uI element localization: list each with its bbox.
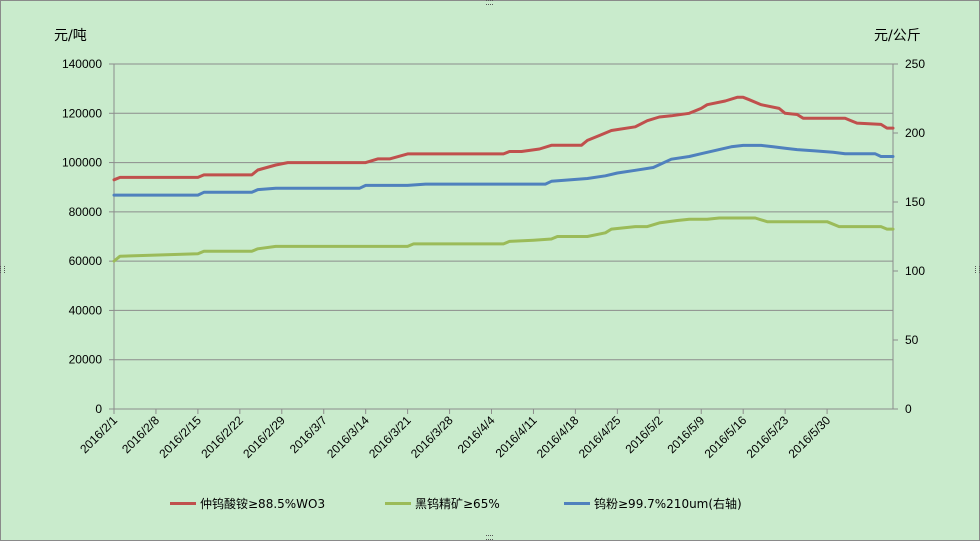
- legend-label-tungsten-powder: 钨粉≥99.7%210um(右轴): [594, 497, 742, 511]
- x-tick-label: 2016/3/14: [324, 413, 372, 461]
- resize-handle-right[interactable]: [975, 266, 980, 273]
- legend-swatch-tungsten-powder: [564, 502, 590, 505]
- legend-swatch-wolframite: [385, 502, 411, 505]
- x-tick-label: 2016/2/29: [240, 413, 288, 461]
- legend-item-apt: 仲钨酸铵≥88.5%WO3: [170, 495, 325, 512]
- legend-item-tungsten-powder: 钨粉≥99.7%210um(右轴): [564, 495, 742, 512]
- y-right-tick-label: 200: [905, 126, 925, 140]
- series-line-2: [112, 143, 895, 197]
- tick-labels: 0 20000 40000 60000 80000 100000 120000 140000 0…: [62, 57, 925, 461]
- axes: [109, 63, 898, 414]
- x-tick-label: 2016/2/15: [156, 413, 204, 461]
- resize-handle-left[interactable]: [0, 266, 5, 273]
- y-right-unit-label: 元/公斤: [874, 28, 921, 44]
- legend-item-wolframite: 黑钨精矿≥65%: [385, 495, 500, 512]
- legend-label-wolframite: 黑钨精矿≥65%: [415, 497, 500, 511]
- y-left-tick-label: 60000: [69, 254, 103, 268]
- y-left-tick-label: 0: [95, 402, 102, 416]
- y-left-tick-label: 20000: [69, 353, 103, 367]
- legend-label-apt: 仲钨酸铵≥88.5%WO3: [200, 497, 326, 511]
- legend-swatch-apt: [170, 502, 196, 505]
- y-left-tick-label: 100000: [62, 156, 102, 170]
- series-line-0: [112, 95, 895, 182]
- x-tick-label: 2016/5/30: [786, 413, 834, 461]
- x-tick-label: 2016/3/28: [408, 413, 456, 461]
- y-right-tick-label: 50: [905, 333, 919, 347]
- y-left-tick-label: 80000: [69, 205, 103, 219]
- y-left-tick-label: 140000: [62, 57, 102, 71]
- x-tick-label: 2016/3/7: [287, 413, 330, 456]
- x-tick-label: 2016/2/8: [119, 413, 162, 456]
- chart-legend: 仲钨酸铵≥88.5%WO3 黑钨精矿≥65% 钨粉≥99.7%210um(右轴): [170, 495, 890, 519]
- x-tick-label: 2016/5/16: [702, 413, 750, 461]
- x-tick-label: 2016/4/11: [493, 413, 540, 460]
- x-tick-label: 2016/4/25: [576, 413, 624, 461]
- x-tick-label: 2016/5/2: [622, 413, 665, 456]
- y-right-tick-label: 100: [905, 264, 925, 278]
- x-tick-label: 2016/4/4: [455, 413, 498, 456]
- y-right-tick-label: 0: [905, 402, 912, 416]
- x-tick-label: 2016/3/21: [366, 413, 414, 461]
- x-tick-label: 2016/4/18: [534, 413, 582, 461]
- y-left-tick-label: 40000: [69, 303, 103, 317]
- x-tick-label: 2016/2/22: [198, 413, 246, 461]
- series-lines: [112, 95, 895, 263]
- x-tick-label: 2016/5/23: [744, 413, 792, 461]
- series-line-1: [112, 216, 895, 263]
- x-tick-label: 2016/5/9: [664, 413, 707, 456]
- resize-handle-top[interactable]: [486, 0, 493, 5]
- gridlines: [114, 63, 893, 410]
- y-right-tick-label: 250: [905, 57, 925, 71]
- y-left-tick-label: 120000: [62, 106, 102, 120]
- resize-handle-bottom[interactable]: [486, 535, 493, 540]
- x-tick-label: 2016/2/1: [77, 413, 120, 456]
- y-left-unit-label: 元/吨: [54, 28, 87, 44]
- y-right-tick-label: 150: [905, 195, 925, 209]
